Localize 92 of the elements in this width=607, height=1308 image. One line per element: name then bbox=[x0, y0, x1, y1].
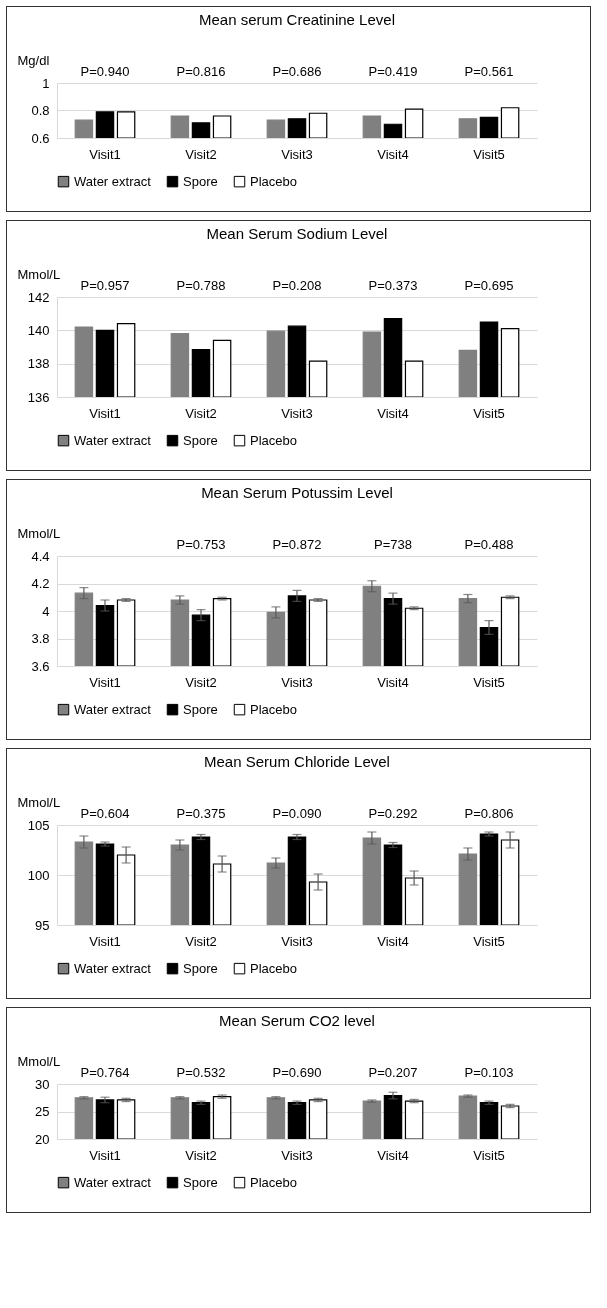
text: P=0.690 bbox=[272, 1065, 322, 1080]
x-tick-label: Visit3 bbox=[281, 674, 313, 690]
x-tick-label: Visit5 bbox=[473, 933, 505, 949]
y-tick-label: 140 bbox=[27, 322, 50, 338]
x-tick-label: Visit2 bbox=[185, 933, 217, 949]
legend-label: Placebo bbox=[250, 1174, 297, 1190]
text: P=0.695 bbox=[464, 278, 514, 293]
legend-label: Spore bbox=[183, 1174, 218, 1190]
legend-label: Spore bbox=[183, 960, 218, 976]
x-tick-label: Visit1 bbox=[89, 933, 121, 949]
text: P=0.561 bbox=[464, 64, 514, 79]
text: P=0.764 bbox=[80, 1065, 130, 1080]
text: P=0.604 bbox=[80, 806, 130, 821]
y-tick-label: 95 bbox=[35, 917, 50, 933]
y-tick-label: 1 bbox=[42, 75, 50, 91]
chart-title: Mean Serum Potussim Level bbox=[201, 484, 393, 501]
text: P=0.090 bbox=[272, 806, 322, 821]
x-tick-label: Visit3 bbox=[281, 405, 313, 421]
legend-label: Water extract bbox=[74, 701, 152, 717]
chart-title: Mean Serum Chloride Level bbox=[204, 753, 390, 770]
x-tick-label: Visit2 bbox=[185, 674, 217, 690]
y-tick-label: 105 bbox=[27, 817, 50, 833]
text: P=0.488 bbox=[464, 537, 514, 552]
x-tick-label: Visit4 bbox=[377, 674, 409, 690]
y-tick-label: 4 bbox=[42, 603, 50, 619]
legend-label: Water extract bbox=[74, 432, 152, 448]
x-tick-label: Visit4 bbox=[377, 933, 409, 949]
legend-label: Placebo bbox=[250, 701, 297, 717]
text: P=0.103 bbox=[464, 1065, 514, 1080]
x-tick-label: Visit5 bbox=[473, 1147, 505, 1163]
text: P=0.872 bbox=[272, 537, 322, 552]
text: P=0.292 bbox=[368, 806, 418, 821]
text: P=0.940 bbox=[80, 64, 130, 79]
x-tick-label: Visit5 bbox=[473, 405, 505, 421]
y-tick-label: 0.8 bbox=[31, 103, 50, 118]
legend-label: Spore bbox=[183, 701, 218, 717]
y-axis-title: Mmol/L bbox=[17, 794, 61, 810]
chart-title: Mean serum Creatinine Level bbox=[199, 11, 395, 28]
y-axis-title: Mmol/L bbox=[17, 1053, 61, 1069]
y-tick-label: 3.6 bbox=[31, 658, 50, 674]
x-tick-label: Visit1 bbox=[89, 1147, 121, 1163]
y-tick-label: 30 bbox=[35, 1076, 50, 1092]
y-tick-label: 0.6 bbox=[31, 130, 50, 146]
legend-label: Water extract bbox=[74, 1174, 152, 1190]
x-tick-label: Visit5 bbox=[473, 146, 505, 162]
x-tick-label: Visit3 bbox=[281, 146, 313, 162]
text: P=0.207 bbox=[368, 1065, 418, 1080]
text: P=0.686 bbox=[272, 64, 322, 79]
y-tick-label: 142 bbox=[27, 289, 50, 305]
chart-title: Mean Serum CO2 level bbox=[219, 1012, 375, 1029]
y-tick-label: 4.4 bbox=[31, 548, 50, 564]
y-tick-label: 138 bbox=[27, 356, 50, 372]
y-tick-label: 136 bbox=[27, 389, 50, 405]
x-tick-label: Visit1 bbox=[89, 674, 121, 690]
legend-label: Placebo bbox=[250, 432, 297, 448]
x-tick-label: Visit2 bbox=[185, 405, 217, 421]
text: P=0.816 bbox=[176, 64, 226, 79]
x-tick-label: Visit4 bbox=[377, 405, 409, 421]
x-tick-label: Visit5 bbox=[473, 674, 505, 690]
x-tick-label: Visit3 bbox=[281, 933, 313, 949]
y-axis-title: Mmol/L bbox=[17, 266, 61, 282]
chart-title: Mean Serum Sodium Level bbox=[206, 225, 388, 242]
legend-label: Water extract bbox=[74, 960, 152, 976]
y-tick-label: 100 bbox=[27, 867, 50, 883]
text: P=0.532 bbox=[176, 1065, 226, 1080]
text: P=0.208 bbox=[272, 278, 322, 293]
y-tick-label: 20 bbox=[35, 1131, 50, 1147]
text: P=0.375 bbox=[176, 806, 226, 821]
y-tick-label: 25 bbox=[35, 1104, 50, 1119]
legend-label: Placebo bbox=[250, 960, 297, 976]
text: P=0.788 bbox=[176, 278, 226, 293]
y-tick-label: 4.2 bbox=[31, 576, 50, 591]
x-tick-label: Visit1 bbox=[89, 405, 121, 421]
y-axis-title: Mg/dl bbox=[17, 52, 50, 68]
legend-label: Water extract bbox=[74, 173, 152, 189]
x-tick-label: Visit2 bbox=[185, 146, 217, 162]
x-tick-label: Visit4 bbox=[377, 146, 409, 162]
x-tick-label: Visit4 bbox=[377, 1147, 409, 1163]
x-tick-label: Visit2 bbox=[185, 1147, 217, 1163]
text: P=0.806 bbox=[464, 806, 514, 821]
text: P=0.373 bbox=[368, 278, 418, 293]
text: P=0.419 bbox=[368, 64, 418, 79]
legend-label: Spore bbox=[183, 432, 218, 448]
x-tick-label: Visit1 bbox=[89, 146, 121, 162]
legend-label: Placebo bbox=[250, 173, 297, 189]
text: P=0.753 bbox=[176, 537, 226, 552]
legend-label: Spore bbox=[183, 173, 218, 189]
y-tick-label: 3.8 bbox=[31, 631, 50, 646]
text: P=0.957 bbox=[80, 278, 130, 293]
text: P=738 bbox=[374, 537, 412, 552]
x-tick-label: Visit3 bbox=[281, 1147, 313, 1163]
y-axis-title: Mmol/L bbox=[17, 525, 61, 541]
